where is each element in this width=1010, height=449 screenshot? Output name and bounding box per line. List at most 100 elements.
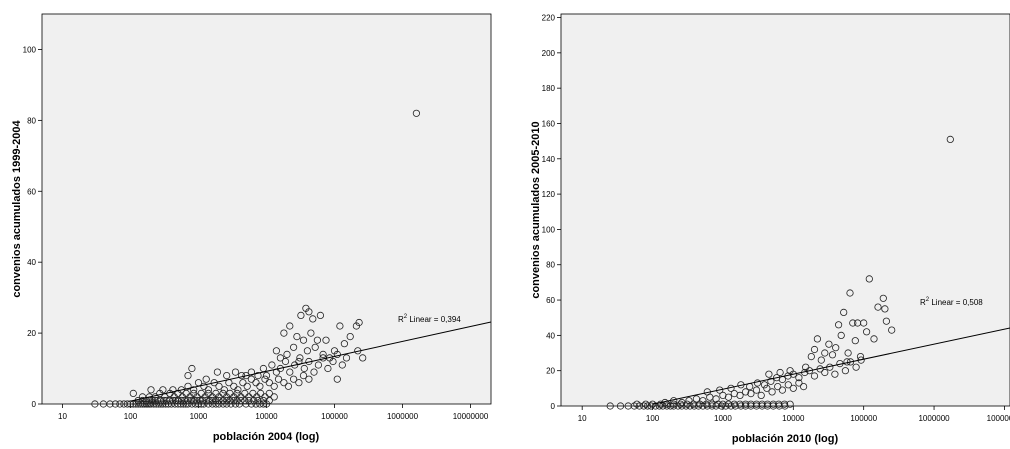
- data-point: [191, 400, 199, 408]
- data-point: [169, 396, 177, 405]
- x-tick-label: 10000: [255, 412, 278, 421]
- r2-label-2004: R2 Linear = 0,394: [398, 314, 461, 324]
- data-point: [946, 135, 954, 143]
- data-point: [309, 315, 317, 323]
- data-point: [193, 393, 201, 401]
- data-point: [336, 322, 344, 330]
- data-point: [159, 386, 167, 394]
- data-point: [245, 396, 253, 405]
- y-axis-ticks-2004: 0 20 40 60 80 100: [23, 45, 42, 409]
- data-point: [259, 400, 267, 408]
- data-point: [412, 109, 420, 117]
- data-point: [243, 382, 251, 390]
- data-point: [270, 382, 278, 390]
- data-point: [775, 400, 783, 408]
- data-point: [881, 305, 889, 313]
- x-tick-label: 10: [578, 414, 587, 423]
- data-point: [741, 388, 750, 396]
- data-point: [817, 356, 825, 364]
- data-point: [678, 402, 686, 410]
- scatter-chart-2010: 0 20 40 60 80 100 120 140 160 180 200 220 10 100 1000…: [530, 14, 1010, 445]
- data-point: [270, 393, 278, 401]
- data-point: [837, 331, 845, 339]
- x-axis-label-2010: población 2010 (log): [732, 433, 839, 445]
- data-point: [256, 389, 265, 397]
- data-point: [616, 402, 625, 410]
- data-point: [220, 386, 228, 394]
- data-point: [852, 363, 860, 371]
- y-tick-label: 220: [542, 14, 556, 23]
- y-tick-label: 80: [546, 261, 555, 270]
- data-point: [265, 389, 273, 397]
- data-point: [297, 311, 305, 319]
- data-point: [810, 372, 819, 380]
- data-point: [724, 400, 733, 408]
- data-point: [717, 402, 726, 410]
- y-tick-label: 20: [546, 367, 555, 376]
- data-point: [670, 402, 678, 410]
- data-point: [825, 340, 833, 348]
- data-point: [834, 321, 843, 329]
- data-point: [254, 396, 262, 405]
- y-axis-label-2004: convenios acumulados 1999-2004: [11, 119, 23, 297]
- data-point: [786, 400, 794, 408]
- data-point: [765, 370, 773, 378]
- data-point: [111, 400, 120, 408]
- y-tick-label: 0: [32, 400, 37, 409]
- data-point: [694, 402, 703, 410]
- data-point: [261, 393, 269, 401]
- data-point: [784, 381, 792, 389]
- data-point: [215, 393, 223, 401]
- x-tick-label: 1000000: [918, 414, 950, 423]
- data-point: [330, 347, 339, 355]
- data-point: [888, 326, 896, 334]
- data-point: [215, 382, 223, 390]
- data-point: [849, 319, 857, 327]
- data-point: [237, 396, 245, 405]
- data-point: [714, 400, 722, 408]
- data-point: [359, 354, 367, 362]
- data-point: [179, 400, 187, 408]
- data-point: [190, 386, 198, 394]
- data-point: [138, 393, 147, 401]
- plot-area-2004: [41, 13, 492, 405]
- data-point: [281, 357, 290, 366]
- data-point: [283, 350, 291, 358]
- data-point: [311, 343, 319, 351]
- x-tick-label: 1000: [714, 414, 732, 423]
- data-point: [193, 396, 201, 405]
- data-point: [769, 400, 777, 408]
- data-point: [299, 336, 308, 344]
- data-point: [307, 329, 315, 337]
- data-point: [299, 371, 308, 380]
- data-point: [795, 374, 803, 382]
- data-point: [678, 398, 686, 407]
- data-point: [647, 402, 655, 410]
- data-point: [763, 400, 772, 408]
- data-point: [138, 396, 147, 405]
- plot-area-2010: [560, 13, 1010, 407]
- data-point: [642, 400, 650, 408]
- data-point: [786, 367, 794, 375]
- y-tick-label: 100: [23, 45, 37, 54]
- data-point: [123, 400, 132, 408]
- data-point: [268, 361, 276, 369]
- data-point: [230, 396, 238, 405]
- data-point: [731, 402, 739, 410]
- data-point: [659, 402, 667, 410]
- data-point: [342, 354, 351, 362]
- fit-line-2010: [652, 327, 1010, 405]
- data-point: [305, 308, 313, 316]
- data-point: [643, 402, 652, 410]
- data-point: [324, 364, 332, 373]
- data-point: [265, 396, 273, 405]
- data-point: [310, 368, 318, 376]
- data-point: [879, 294, 887, 302]
- data-point: [286, 322, 294, 330]
- x-tick-label: 100000: [850, 414, 877, 423]
- data-point: [274, 375, 283, 383]
- data-point: [289, 375, 298, 383]
- data-point: [737, 402, 745, 410]
- data-point: [789, 384, 797, 392]
- data-point: [821, 349, 829, 357]
